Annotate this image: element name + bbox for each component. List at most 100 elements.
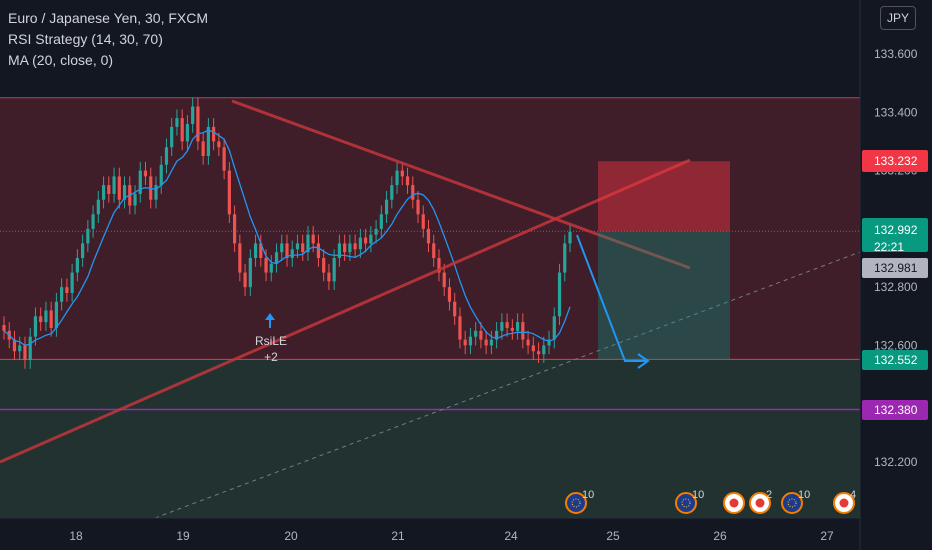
candle-body bbox=[374, 228, 378, 235]
dashed-trendline bbox=[154, 251, 861, 519]
candle-body bbox=[133, 193, 137, 206]
candle-body bbox=[290, 249, 294, 258]
y-tick-label: 133.600 bbox=[874, 47, 918, 61]
ma-indicator[interactable]: MA (20, close, 0) bbox=[8, 52, 114, 68]
signal-arrow-icon bbox=[265, 313, 275, 320]
candle-body bbox=[421, 214, 425, 229]
candle-body bbox=[343, 243, 347, 253]
candle-body bbox=[33, 316, 38, 337]
candle-body bbox=[505, 322, 509, 328]
candle-body bbox=[453, 301, 457, 317]
candle-body bbox=[159, 164, 163, 186]
support-zone bbox=[0, 359, 860, 518]
candle-body bbox=[122, 185, 127, 200]
candle-body bbox=[164, 147, 169, 165]
x-tick-label: 18 bbox=[69, 529, 83, 543]
event-target-dot bbox=[729, 498, 739, 508]
candle-body bbox=[170, 126, 174, 148]
y-tick-label: 132.600 bbox=[874, 338, 918, 352]
event-target-dot bbox=[755, 498, 765, 508]
moving-average-line bbox=[3, 129, 571, 347]
projection-arrow bbox=[576, 234, 648, 362]
candle-body bbox=[75, 258, 79, 273]
descending-trendline bbox=[231, 99, 691, 270]
candle-body bbox=[54, 301, 59, 328]
candle-body bbox=[18, 345, 22, 352]
x-tick-label: 19 bbox=[176, 529, 190, 543]
candle-body bbox=[264, 258, 268, 273]
candle-body bbox=[185, 123, 190, 142]
candle-body bbox=[232, 214, 237, 244]
candle-body bbox=[295, 243, 300, 250]
candle-body bbox=[243, 272, 247, 288]
price-label-bg bbox=[862, 400, 928, 420]
candle-body bbox=[222, 147, 226, 171]
eu-flag-icon bbox=[675, 492, 697, 514]
candle-body bbox=[274, 252, 279, 264]
price-label-bg bbox=[862, 258, 928, 278]
candle-body bbox=[568, 231, 572, 244]
candle-body bbox=[143, 170, 148, 177]
event-count: 10 bbox=[798, 489, 810, 501]
candle-body bbox=[358, 237, 362, 250]
candle-body bbox=[117, 176, 121, 200]
candle-body bbox=[44, 310, 48, 323]
candle-body bbox=[212, 126, 216, 142]
x-tick-label: 20 bbox=[284, 529, 298, 543]
candle-body bbox=[86, 228, 90, 244]
price-label-support: 132.380 bbox=[874, 403, 918, 417]
candle-body bbox=[526, 339, 530, 346]
strategy-indicator[interactable]: RSI Strategy (14, 30, 70) bbox=[8, 31, 163, 47]
candle-body bbox=[227, 170, 231, 215]
candle-body bbox=[552, 316, 556, 340]
candle-body bbox=[547, 339, 551, 346]
candle-body bbox=[12, 339, 17, 352]
candle-body bbox=[196, 106, 200, 142]
price-label-last: 132.992 bbox=[874, 223, 918, 237]
candle-body bbox=[28, 336, 32, 360]
candle-body bbox=[495, 330, 499, 340]
candle-body bbox=[400, 170, 404, 177]
price-label-target: 132.552 bbox=[874, 353, 918, 367]
candle-body bbox=[395, 170, 399, 186]
candle-body bbox=[416, 199, 420, 215]
stop-loss-box bbox=[598, 161, 730, 232]
candle-body bbox=[301, 243, 305, 253]
candle-body bbox=[49, 310, 53, 328]
candle-body bbox=[563, 243, 567, 273]
signal-label: RsiLE bbox=[255, 334, 287, 348]
candle-body bbox=[280, 243, 284, 253]
candle-body bbox=[531, 345, 535, 352]
x-tick-label: 27 bbox=[820, 529, 834, 543]
candle-body bbox=[96, 199, 100, 215]
candle-body bbox=[217, 141, 221, 148]
candle-body bbox=[337, 243, 342, 258]
candle-body bbox=[81, 243, 85, 258]
symbol-title[interactable]: Euro / Japanese Yen, 30, FXCM bbox=[8, 10, 209, 26]
candle-body bbox=[479, 330, 483, 340]
candle-body bbox=[248, 258, 252, 288]
eu-stars-icon bbox=[681, 498, 691, 508]
y-tick-label: 132.800 bbox=[874, 280, 918, 294]
candle-body bbox=[259, 243, 263, 258]
candle-body bbox=[369, 234, 373, 244]
price-label-bg bbox=[862, 218, 928, 252]
candle-body bbox=[322, 258, 326, 273]
event-target-dot bbox=[839, 498, 849, 508]
candle-body bbox=[327, 272, 331, 282]
price-label-bg bbox=[862, 150, 928, 172]
candle-body bbox=[311, 234, 315, 244]
candle-body bbox=[411, 185, 415, 200]
currency-button[interactable]: JPY bbox=[880, 6, 916, 30]
candle-body bbox=[65, 287, 69, 293]
candle-body bbox=[348, 243, 352, 253]
candle-body bbox=[2, 325, 6, 331]
candle-body bbox=[437, 258, 441, 273]
candle-body bbox=[458, 316, 462, 340]
event-count: 4 bbox=[850, 489, 856, 501]
take-profit-box bbox=[598, 231, 730, 360]
x-tick-label: 26 bbox=[713, 529, 727, 543]
candle-body bbox=[379, 214, 383, 229]
candle-body bbox=[191, 106, 195, 124]
